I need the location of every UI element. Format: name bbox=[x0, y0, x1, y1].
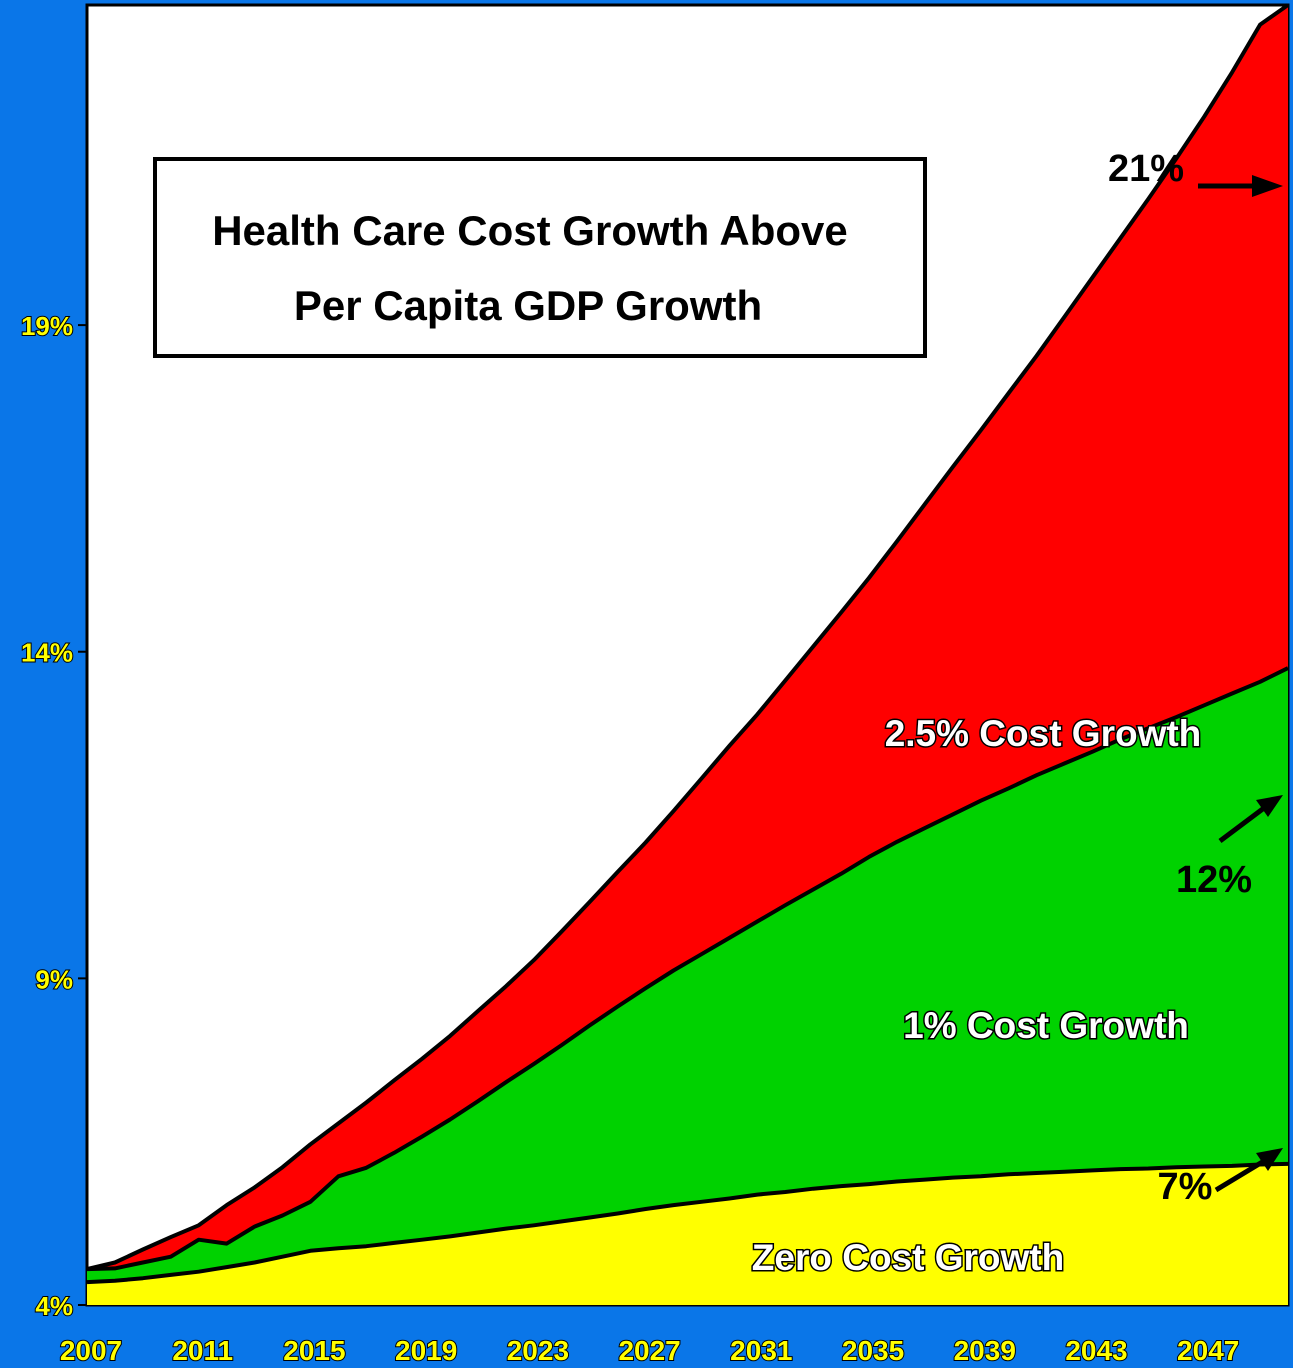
x-tick-label: 2007 bbox=[60, 1335, 122, 1366]
line-2.5pct-cost-growth bbox=[86, 3, 1290, 1272]
arrow-12pct bbox=[1218, 795, 1283, 843]
y-tick-label: 19% bbox=[21, 311, 73, 341]
area-zero-cost-growth bbox=[87, 1163, 1288, 1305]
x-tick-label: 2047 bbox=[1177, 1335, 1239, 1366]
series-areas bbox=[87, 5, 1288, 1305]
chart-title-line-2: Per Capita GDP Growth bbox=[294, 282, 762, 329]
end-label-12pct: 12% bbox=[1176, 859, 1252, 901]
area-1pct-cost-growth bbox=[87, 668, 1288, 1283]
x-tick-label: 2019 bbox=[395, 1335, 457, 1366]
x-tick-label: 2023 bbox=[507, 1335, 569, 1366]
end-label-21pct: 21% bbox=[1108, 148, 1184, 190]
area-2.5pct-cost-growth bbox=[87, 5, 1288, 1270]
x-tick-label: 2027 bbox=[618, 1335, 680, 1366]
y-tick-label: 14% bbox=[21, 638, 73, 668]
arrow-7pct bbox=[1214, 1148, 1283, 1193]
chart-title-line-1: Health Care Cost Growth Above bbox=[212, 207, 848, 254]
x-tick-label: 2031 bbox=[730, 1335, 792, 1366]
series-label-1pct: 1% Cost Growth bbox=[903, 1005, 1189, 1046]
series-label-zero: Zero Cost Growth bbox=[752, 1237, 1064, 1278]
x-tick-label: 2039 bbox=[954, 1335, 1016, 1366]
arrow-21pct bbox=[1198, 175, 1283, 197]
x-tick-label: 2035 bbox=[842, 1335, 904, 1366]
x-tick-label: 2043 bbox=[1065, 1335, 1127, 1366]
chart-title-box: Health Care Cost Growth Above Per Capita… bbox=[153, 157, 927, 358]
y-tick-label: 9% bbox=[35, 964, 73, 994]
x-tick-label: 2015 bbox=[283, 1335, 345, 1366]
line-1pct-cost-growth bbox=[86, 666, 1289, 1272]
x-tick-label: 2011 bbox=[172, 1335, 233, 1366]
y-axis: 4% 9% 14% 19% bbox=[20, 310, 87, 1322]
series-label-2.5pct: 2.5% Cost Growth bbox=[885, 713, 1202, 754]
series-lines bbox=[86, 3, 1290, 1285]
line-zero-cost-growth bbox=[86, 1161, 1289, 1285]
x-axis: 2007 2011 2015 2019 2023 2027 2031 2035 2039 2043… bbox=[59, 1334, 1241, 1367]
end-label-7pct: 7% bbox=[1158, 1166, 1213, 1208]
y-tick-label: 4% bbox=[35, 1291, 73, 1321]
